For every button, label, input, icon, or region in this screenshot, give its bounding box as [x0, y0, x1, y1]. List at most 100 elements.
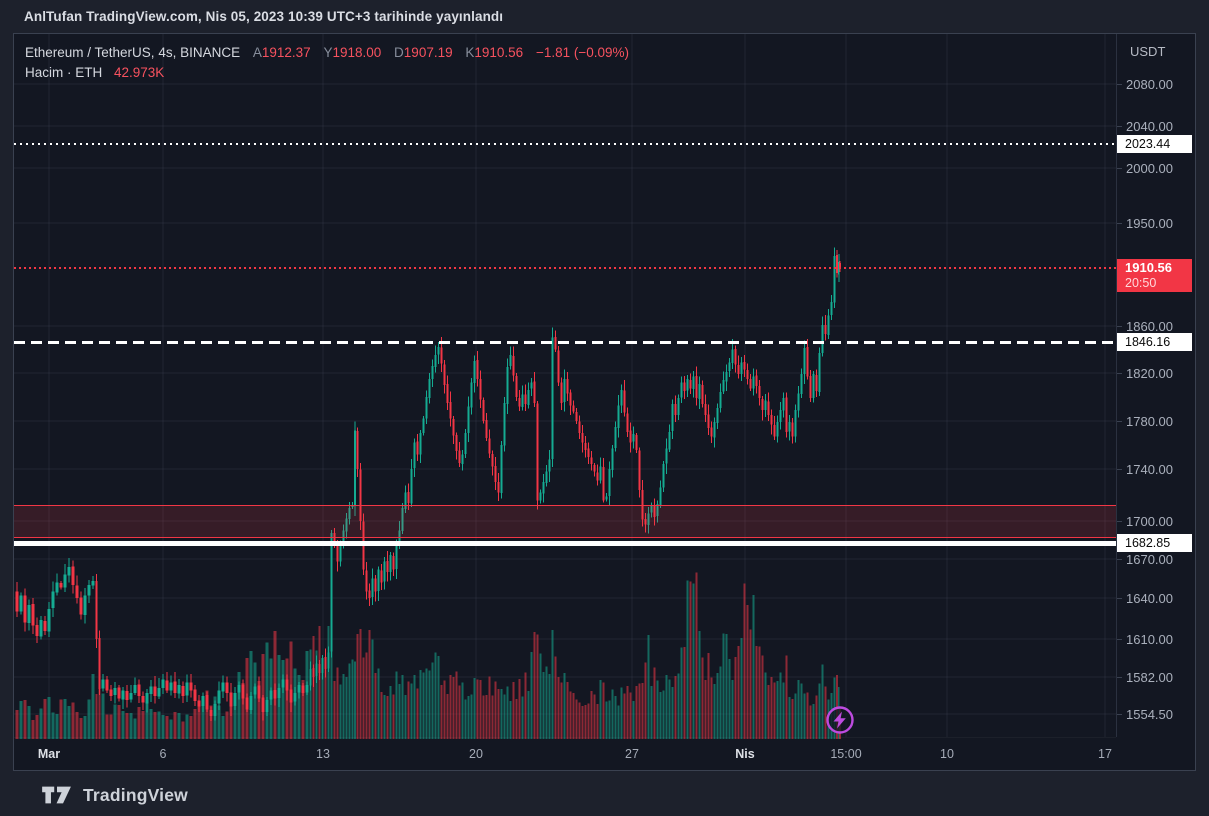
open-value: 1912.37	[261, 45, 311, 60]
candle-body	[377, 569, 380, 591]
candle-body	[440, 347, 443, 364]
candle-body	[137, 684, 141, 696]
volume-label: Hacim · ETH	[25, 65, 103, 80]
candle-body	[27, 604, 31, 623]
volume-bar	[767, 685, 770, 739]
volume-bar	[539, 653, 542, 739]
candle-body	[539, 492, 542, 501]
volume-bar	[221, 715, 225, 739]
candle-body	[587, 448, 590, 457]
volume-bar	[590, 691, 593, 739]
volume-value: 42.973K	[114, 65, 165, 80]
candle-body	[117, 687, 121, 699]
candle-body	[713, 422, 716, 438]
volume-bar	[581, 706, 584, 739]
volume-bar	[791, 698, 794, 739]
candle-body	[731, 349, 734, 364]
time-tick-label: 6	[159, 747, 167, 761]
candle-body	[491, 454, 494, 467]
candle-body	[791, 422, 794, 437]
chart-plot-area[interactable]: Ethereum / TetherUS, 4s, BINANCE A1912.3…	[14, 34, 1116, 739]
volume-bar	[51, 712, 55, 739]
volume-bar	[632, 700, 635, 739]
candle-body	[758, 386, 761, 399]
time-axis[interactable]: Mar 6 13 20 27 Nis 15:00 10 17	[14, 737, 1116, 771]
volume-bar	[653, 667, 656, 739]
price-tick-label: 1582.00	[1117, 669, 1195, 686]
candle-body	[602, 466, 605, 501]
candle-body	[812, 374, 815, 398]
volume-bar	[452, 677, 455, 739]
volume-bar	[197, 705, 201, 739]
candle-body	[365, 570, 368, 592]
candle-body	[767, 401, 770, 415]
volume-bar	[47, 697, 51, 739]
time-tick-label: 27	[625, 747, 639, 761]
price-axis[interactable]: USDT 2080.00 2040.00 2000.00 1950.00 1860.00…	[1116, 34, 1195, 737]
volume-bar	[764, 672, 767, 739]
volume-bar	[205, 690, 209, 739]
candle-body	[650, 505, 653, 513]
volume-bar	[515, 699, 518, 739]
candle-body	[312, 668, 315, 677]
candle-body	[181, 685, 185, 696]
volume-bar	[695, 572, 698, 739]
candle-body	[407, 491, 410, 503]
candle-body	[293, 693, 297, 702]
volume-bar	[485, 695, 488, 739]
volume-bar	[773, 682, 776, 739]
volume-bar	[803, 693, 806, 739]
volume-bar	[153, 711, 157, 739]
candle-body	[416, 441, 419, 455]
volume-bar	[500, 689, 503, 739]
candle-body	[704, 404, 707, 415]
candle-body	[383, 561, 386, 582]
time-tick-label: 17	[1098, 747, 1112, 761]
candle-body	[473, 361, 476, 384]
volume-bar	[189, 715, 193, 739]
candle-body	[512, 355, 515, 376]
volume-bar	[339, 684, 342, 739]
candle-body	[336, 543, 339, 562]
volume-bar	[623, 693, 626, 739]
high-label: Y	[323, 45, 333, 60]
candle-body	[617, 405, 620, 429]
volume-bar	[63, 699, 67, 739]
candle-body	[638, 450, 641, 490]
candle-body	[35, 624, 39, 637]
volume-bar	[743, 583, 746, 739]
volume-bar	[755, 646, 758, 739]
candle-body	[330, 533, 333, 652]
tradingview-logo-text[interactable]: TradingView	[83, 784, 188, 805]
candle-body	[761, 399, 764, 411]
tradingview-logo-icon[interactable]	[40, 782, 74, 808]
candle-body	[289, 689, 293, 703]
candle-body	[342, 530, 345, 546]
candle-body	[15, 591, 19, 612]
candle-body	[281, 679, 285, 688]
volume-bar	[488, 676, 491, 739]
last-price-line	[14, 267, 1116, 269]
candle-body	[566, 379, 569, 394]
candle-body	[321, 658, 324, 673]
candle-body	[165, 680, 169, 691]
candle-body	[59, 583, 63, 588]
candle-body	[229, 692, 233, 707]
candle-body	[536, 403, 539, 501]
volume-bar	[324, 668, 327, 739]
candle-body	[815, 374, 818, 391]
candle-body	[488, 438, 491, 454]
volume-bar	[101, 693, 105, 739]
volume-bar	[327, 626, 330, 739]
candle-body	[185, 682, 189, 696]
volume-bar	[141, 711, 145, 739]
target-price-label: 2023.44	[1117, 135, 1192, 153]
candle-body	[668, 431, 671, 450]
published-bar: AnlTufan TradingView.com, Nis 05, 2023 1…	[0, 0, 1209, 33]
volume-bar	[776, 681, 779, 739]
candle-body	[641, 489, 644, 520]
volume-bar	[113, 704, 117, 739]
volume-bar	[39, 708, 43, 739]
candle-body	[51, 591, 55, 609]
candle-body	[734, 349, 737, 365]
